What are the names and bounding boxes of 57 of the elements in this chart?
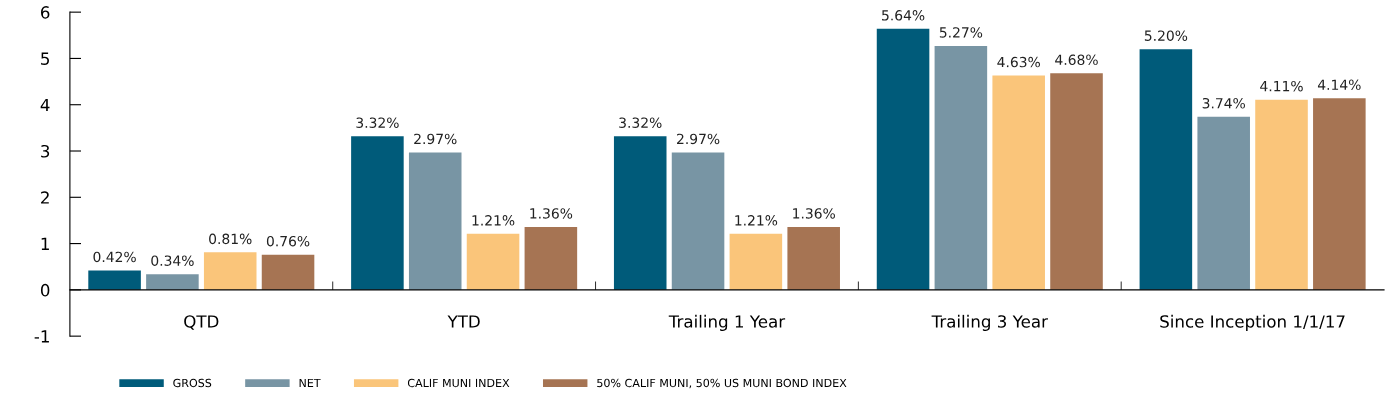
x-tick-label: Trailing 3 Year xyxy=(931,314,1048,331)
bar xyxy=(876,28,930,290)
data-label: 4.11% xyxy=(1260,80,1303,92)
data-label: 5.27% xyxy=(939,27,983,38)
bar xyxy=(261,254,315,290)
x-tick-label: Since Inception 1/1/17 xyxy=(1160,314,1345,331)
data-label: 5.64% xyxy=(882,10,925,21)
y-tick-label: 0 xyxy=(40,283,50,297)
bar xyxy=(524,226,578,290)
bar xyxy=(787,226,840,290)
legend-label: CALIF MUNI INDEX xyxy=(407,378,510,388)
data-label: 0.42% xyxy=(93,251,136,263)
y-tick-label: 2 xyxy=(41,191,49,204)
legend-label: GROSS xyxy=(173,378,212,388)
bar xyxy=(466,233,520,290)
x-tick-label: YTD xyxy=(447,315,480,328)
data-label: 4.68% xyxy=(1055,54,1098,65)
bar xyxy=(934,45,988,290)
bar xyxy=(1313,98,1366,290)
data-label: 4.14% xyxy=(1317,79,1361,90)
data-label: 1.21% xyxy=(735,215,778,226)
bar xyxy=(729,233,783,290)
data-label: 0.81% xyxy=(209,233,252,245)
data-label: 0.76% xyxy=(266,235,310,247)
data-label: 4.63% xyxy=(997,56,1040,68)
data-label: 2.97% xyxy=(677,133,720,145)
data-label: 3.74% xyxy=(1202,98,1245,109)
data-label: 1.36% xyxy=(793,208,835,219)
y-tick-label: 4 xyxy=(40,98,50,112)
data-label: 5.20% xyxy=(1144,30,1188,41)
legend-label: NET xyxy=(299,378,321,387)
y-tick-label: 1 xyxy=(41,237,49,250)
y-tick-label: 3 xyxy=(41,144,50,158)
bar xyxy=(613,136,667,290)
data-label: 1.21% xyxy=(472,215,515,226)
bar xyxy=(88,270,141,290)
y-tick-label: -1 xyxy=(34,330,49,343)
bar xyxy=(671,152,725,290)
bar xyxy=(203,252,257,290)
legend-label: 50% CALIF MUNI, 50% US MUNI BOND INDEX xyxy=(597,378,847,389)
bar xyxy=(408,152,462,290)
data-label: 3.32% xyxy=(619,117,662,128)
bar xyxy=(351,136,404,290)
bar xyxy=(1255,99,1308,290)
y-tick-label: 5 xyxy=(41,52,49,65)
x-tick-label: QTD xyxy=(184,315,219,330)
y-tick-label: 6 xyxy=(41,6,50,19)
x-tick-label: Trailing 1 Year xyxy=(668,314,786,331)
data-label: 3.32% xyxy=(356,117,399,128)
data-label: 2.97% xyxy=(414,133,457,145)
bar xyxy=(1050,73,1103,290)
bar xyxy=(992,75,1045,290)
data-label: 0.34% xyxy=(151,255,194,266)
bar xyxy=(1139,49,1193,290)
bar xyxy=(1197,116,1250,290)
data-label: 1.36% xyxy=(530,208,573,219)
bar xyxy=(146,274,199,290)
